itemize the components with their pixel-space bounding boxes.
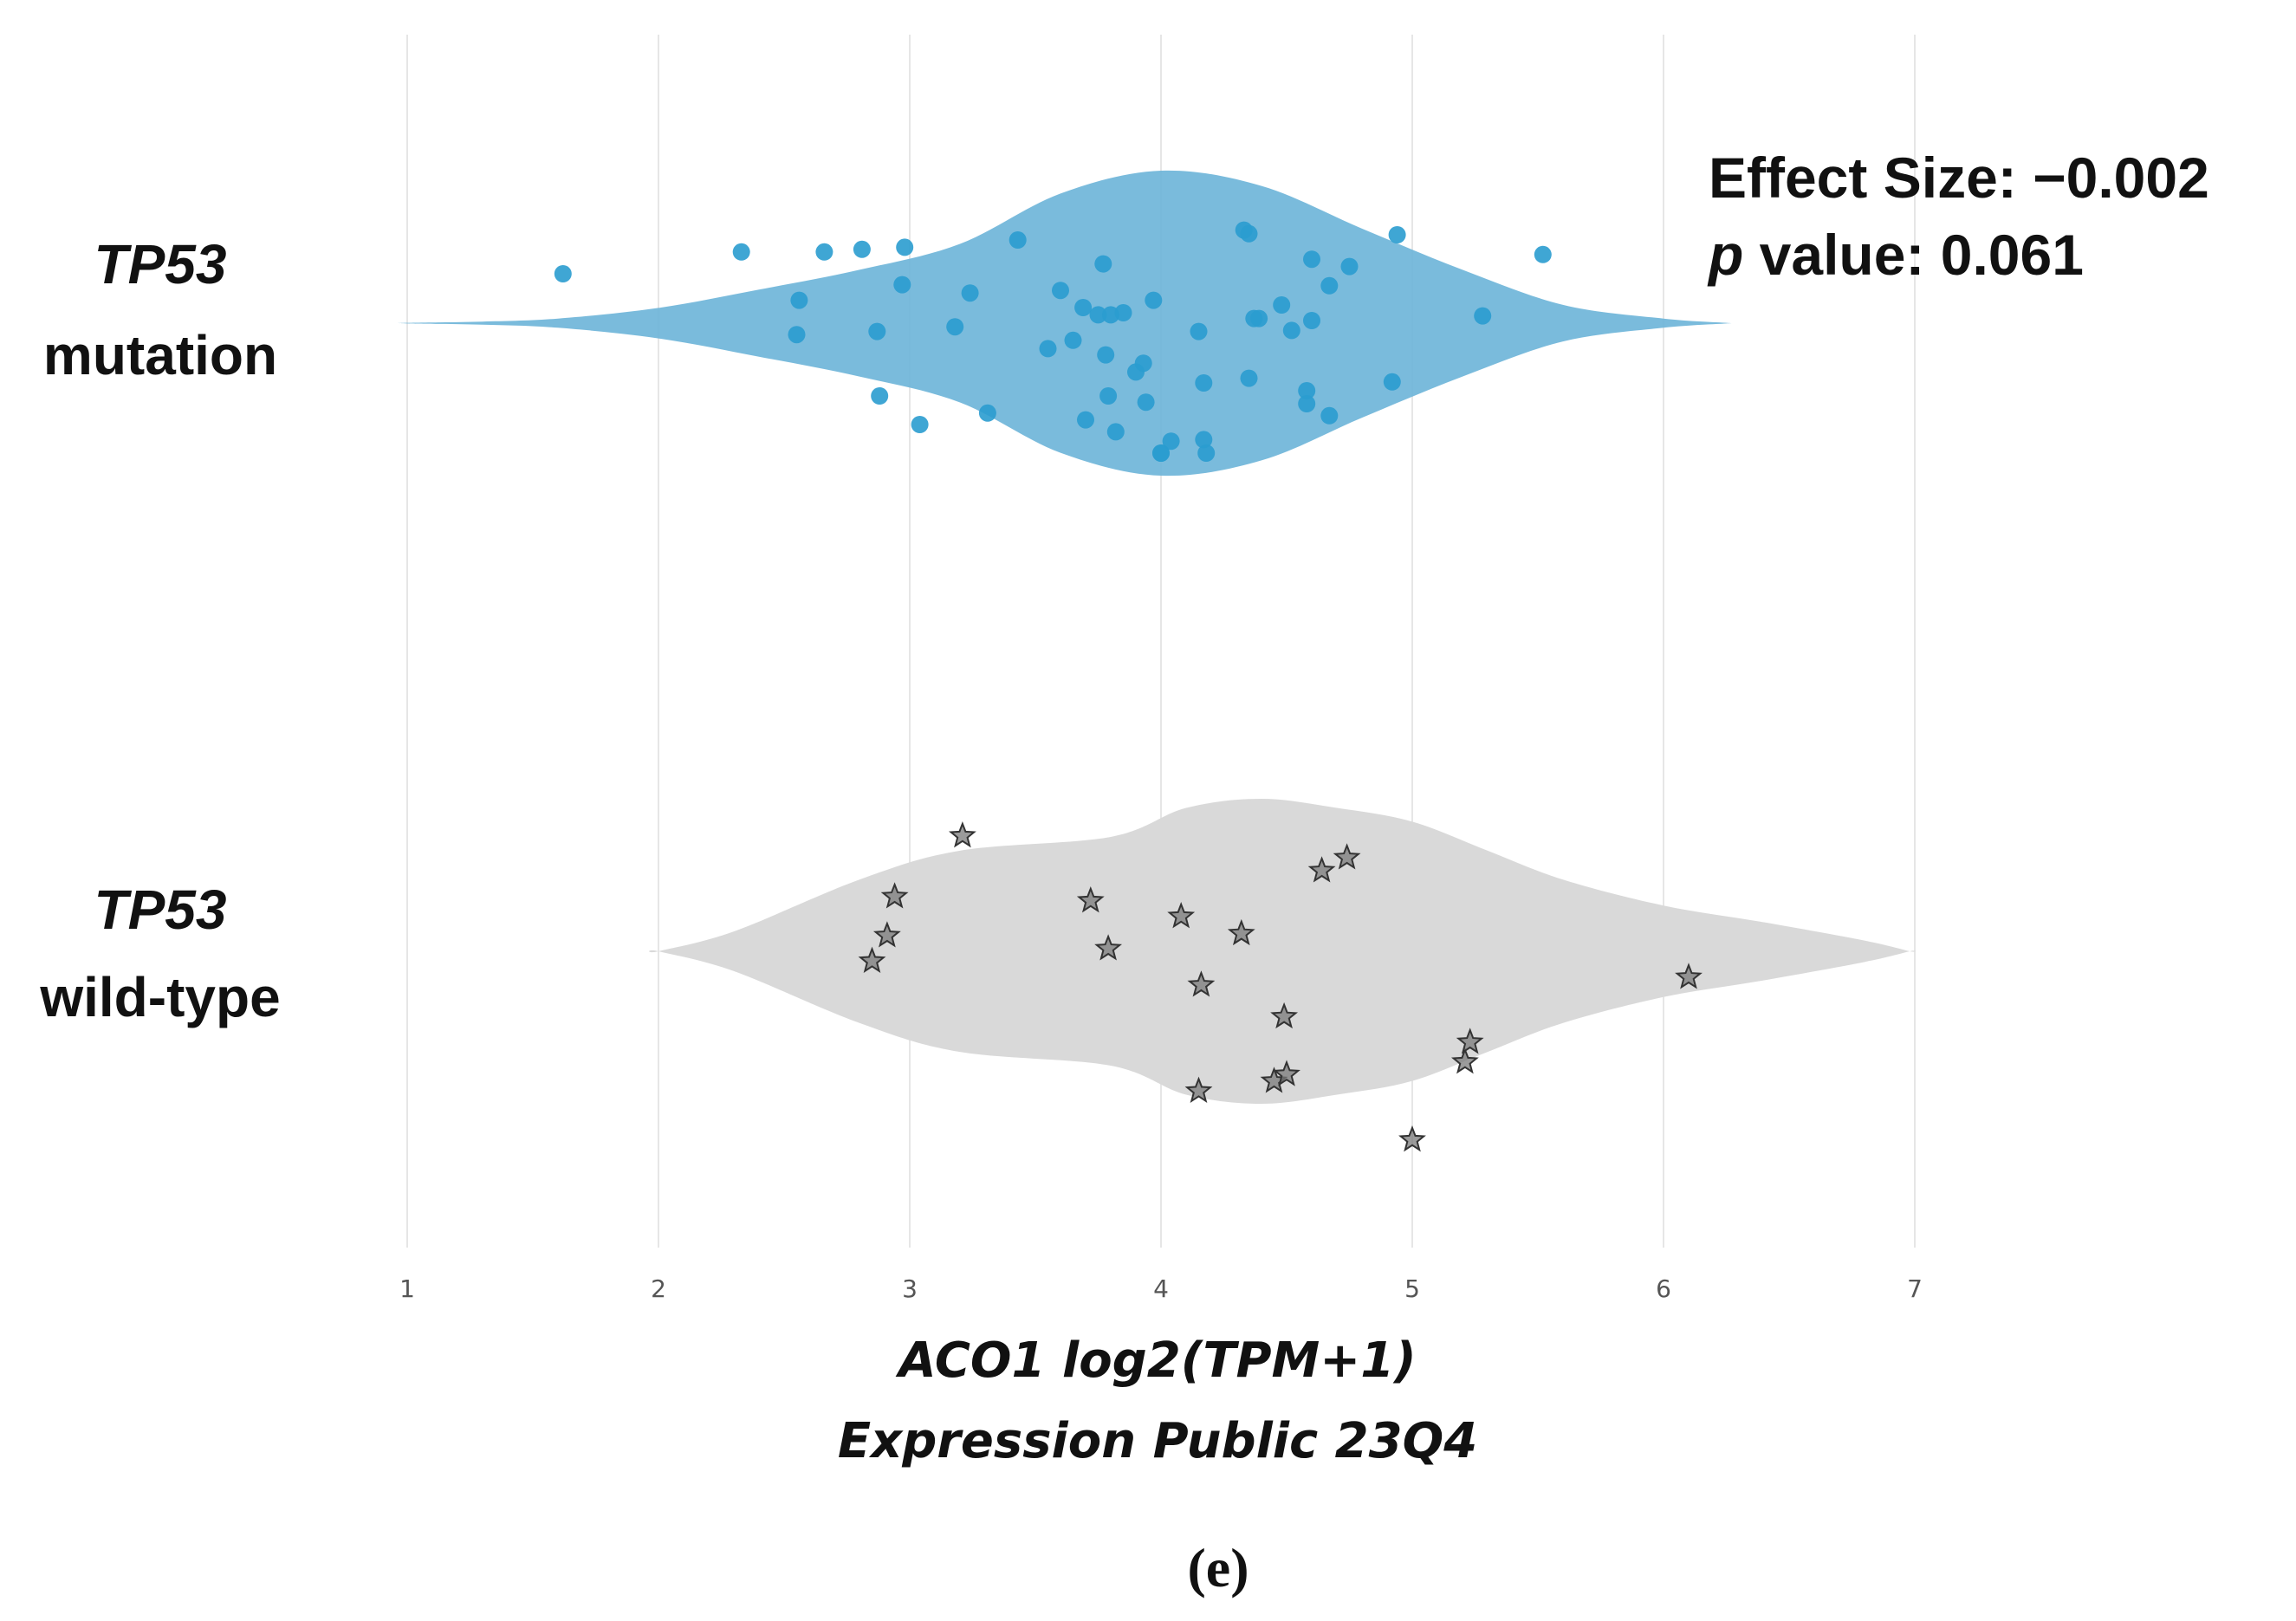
- point-mutation-11: [946, 318, 964, 336]
- x-tick-label-2: 2: [651, 1274, 666, 1303]
- point-mutation-45: [1298, 395, 1316, 412]
- point-mutation-18: [1074, 299, 1093, 316]
- point-mutation-17: [1064, 331, 1082, 349]
- point-wild-type-3: [858, 946, 886, 973]
- point-mutation-50: [1340, 257, 1359, 276]
- effect-size-text: Effect Size: −0.002: [1709, 146, 2209, 210]
- point-mutation-25: [1106, 423, 1125, 441]
- point-mutation-48: [1320, 276, 1339, 295]
- point-mutation-28: [1134, 354, 1152, 373]
- x-tick-label-5: 5: [1404, 1274, 1420, 1303]
- point-wild-type-14: [1184, 1076, 1213, 1103]
- data-points: [554, 221, 1703, 1152]
- point-mutation-12: [961, 284, 979, 302]
- point-wild-type-10: [1333, 843, 1361, 870]
- point-mutation-21: [1094, 255, 1112, 273]
- point-mutation-44: [1298, 382, 1316, 399]
- x-tick-label-1: 1: [399, 1274, 415, 1303]
- point-mutation-38: [1240, 224, 1258, 243]
- point-mutation-54: [1534, 245, 1552, 263]
- point-mutation-4: [896, 238, 914, 256]
- point-mutation-14: [1009, 231, 1027, 249]
- point-wild-type-0: [948, 821, 976, 848]
- point-mutation-53: [1474, 307, 1492, 325]
- x-tick-label-4: 4: [1153, 1274, 1169, 1303]
- point-mutation-55: [1152, 444, 1170, 462]
- point-mutation-33: [1190, 322, 1208, 340]
- point-wild-type-7: [1187, 970, 1216, 997]
- x-axis-label-line1: ACO1 log2(TPM+1): [895, 1332, 1417, 1389]
- wildtype-status-label: wild-type: [39, 966, 280, 1028]
- point-mutation-7: [788, 326, 806, 344]
- mutation-gene-label: TP53: [94, 233, 227, 295]
- x-tick-label-3: 3: [902, 1274, 918, 1303]
- point-mutation-46: [1303, 312, 1320, 329]
- point-mutation-5: [893, 276, 911, 294]
- point-mutation-49: [1320, 406, 1339, 425]
- point-mutation-47: [1303, 250, 1320, 269]
- point-mutation-22: [1097, 346, 1115, 364]
- point-mutation-26: [1114, 304, 1132, 321]
- point-wild-type-4: [1076, 886, 1105, 913]
- point-wild-type-11: [1270, 1002, 1299, 1029]
- point-wild-type-18: [1675, 963, 1703, 989]
- mutation-status-label: mutation: [43, 324, 277, 386]
- point-wild-type-2: [872, 921, 901, 948]
- point-wild-type-15: [1398, 1125, 1426, 1152]
- panel-label: (e): [1187, 1537, 1249, 1598]
- point-mutation-36: [1197, 444, 1216, 462]
- x-axis-label-line2: Expression Public 23Q4: [838, 1413, 1477, 1469]
- point-wild-type-5: [1094, 934, 1123, 961]
- point-mutation-20: [1089, 306, 1107, 324]
- x-tick-label-6: 6: [1656, 1274, 1671, 1303]
- point-wild-type-1: [880, 882, 909, 909]
- point-mutation-15: [1039, 340, 1057, 358]
- point-mutation-43: [1282, 321, 1300, 340]
- point-mutation-29: [1137, 393, 1155, 412]
- point-wild-type-6: [1167, 902, 1196, 929]
- point-mutation-35: [1195, 431, 1213, 449]
- point-mutation-34: [1195, 374, 1213, 392]
- violin-mutation: [398, 170, 1735, 477]
- point-wild-type-8: [1227, 918, 1255, 946]
- point-mutation-6: [790, 291, 808, 309]
- point-mutation-41: [1250, 309, 1268, 327]
- point-wild-type-16: [1450, 1047, 1479, 1074]
- point-mutation-52: [1383, 373, 1401, 391]
- point-wild-type-9: [1307, 856, 1336, 883]
- p-value: value: 0.061: [1743, 223, 2084, 287]
- point-mutation-1: [732, 243, 750, 261]
- point-mutation-13: [978, 404, 996, 422]
- point-mutation-8: [868, 322, 886, 340]
- point-mutation-3: [853, 240, 871, 258]
- point-mutation-10: [911, 416, 929, 433]
- p-value-text: p value: 0.061: [1707, 223, 2084, 287]
- point-mutation-51: [1388, 226, 1406, 243]
- point-mutation-0: [554, 265, 572, 282]
- point-mutation-23: [1099, 387, 1118, 405]
- p-symbol: p: [1707, 223, 1743, 287]
- point-mutation-32: [1162, 432, 1180, 451]
- point-mutation-9: [871, 387, 889, 405]
- violin-wild-type: [649, 799, 1916, 1104]
- x-tick-label-7: 7: [1907, 1274, 1923, 1303]
- x-axis-ticks: 1 2 3 4 5 6 7: [399, 1274, 1923, 1303]
- point-mutation-39: [1240, 369, 1258, 387]
- point-mutation-19: [1077, 411, 1094, 429]
- wildtype-gene-label: TP53: [94, 879, 227, 941]
- point-mutation-2: [815, 243, 833, 261]
- point-mutation-42: [1273, 296, 1291, 314]
- point-mutation-16: [1052, 282, 1069, 300]
- point-wild-type-13: [1273, 1060, 1300, 1086]
- point-wild-type-17: [1456, 1028, 1484, 1054]
- violins: [398, 170, 1916, 1104]
- point-mutation-30: [1145, 291, 1163, 309]
